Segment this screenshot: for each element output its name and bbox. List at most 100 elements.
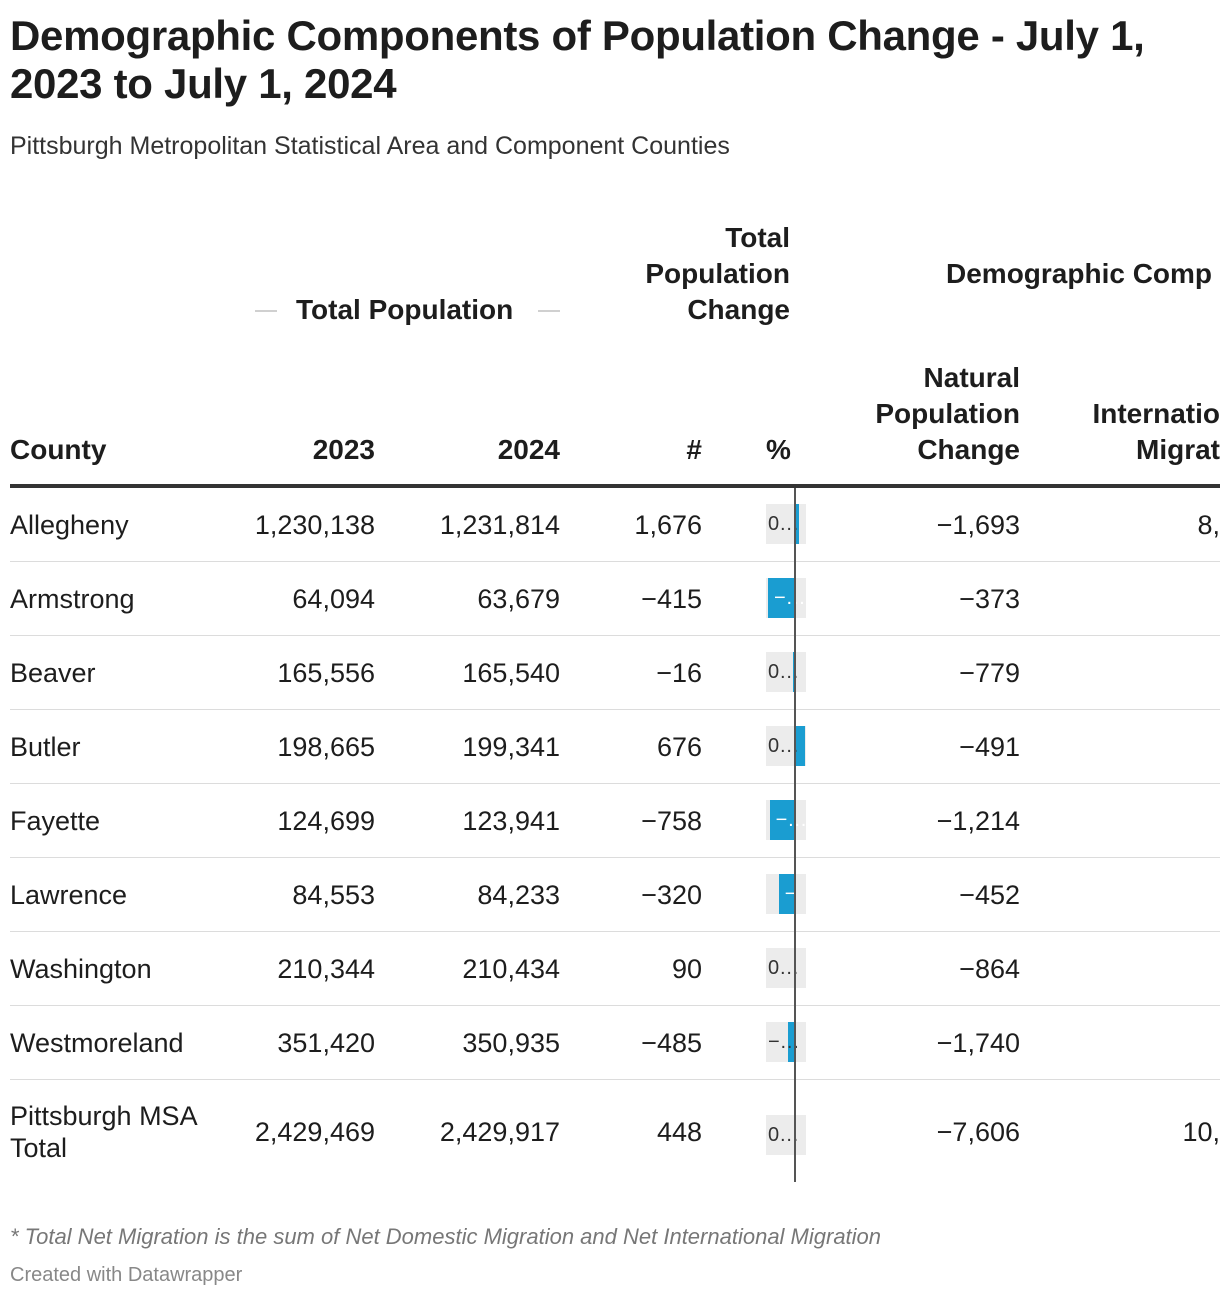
pct-bar-cell: −… bbox=[766, 800, 806, 840]
pop-2024: 63,679 bbox=[477, 584, 560, 614]
column-header-2023[interactable]: 2023 bbox=[312, 434, 375, 465]
pct-bar-cell: − bbox=[766, 874, 806, 914]
county-name: Beaver bbox=[10, 658, 96, 688]
county-name: Westmoreland bbox=[10, 1028, 184, 1058]
natural-change: −1,693 bbox=[936, 510, 1020, 540]
group-header-total-change: Total Population Change bbox=[645, 222, 790, 325]
pop-2024: 123,941 bbox=[462, 806, 560, 836]
table-row: Armstrong 64,094 63,679 −415 −373 −… bbox=[10, 562, 1220, 636]
change-num: 676 bbox=[656, 732, 702, 762]
table-row: Beaver 165,556 165,540 −16 −779 0… bbox=[10, 636, 1220, 710]
row-divider bbox=[10, 635, 1220, 636]
change-num: −16 bbox=[656, 658, 702, 688]
pop-2023: 351,420 bbox=[277, 1028, 375, 1058]
row-divider bbox=[10, 1005, 1220, 1006]
table-row: Pittsburgh MSA Total 2,429,469 2,429,917 44… bbox=[10, 1080, 1220, 1184]
row-divider bbox=[10, 857, 1220, 858]
pop-2024: 199,341 bbox=[462, 732, 560, 762]
natural-change: −864 bbox=[959, 954, 1020, 984]
column-header-natural[interactable]: Natural Population Change bbox=[875, 362, 1020, 465]
pct-label: −… bbox=[775, 809, 806, 831]
pop-2024: 2,429,917 bbox=[439, 1117, 560, 1147]
pct-label: 0… bbox=[768, 661, 800, 683]
pct-axis-zero-line bbox=[794, 488, 796, 1182]
pct-label: 0… bbox=[768, 957, 800, 979]
pct-label: 0… bbox=[768, 735, 800, 757]
group-header-total-population: Total Population bbox=[296, 294, 514, 325]
pop-2023: 1,230,138 bbox=[254, 510, 375, 540]
pop-2024: 210,434 bbox=[462, 954, 560, 984]
pct-bar-cell: 0… bbox=[766, 504, 806, 544]
pop-2024: 84,233 bbox=[477, 880, 560, 910]
row-divider bbox=[10, 709, 1220, 710]
row-divider bbox=[10, 1079, 1220, 1080]
footnote: * Total Net Migration is the sum of Net … bbox=[10, 1224, 882, 1249]
pct-bar bbox=[778, 874, 794, 914]
natural-change: −452 bbox=[959, 880, 1020, 910]
column-header-change-num[interactable]: # bbox=[686, 434, 702, 465]
international-migration: 8, bbox=[1197, 510, 1220, 540]
pct-label: −… bbox=[768, 1031, 800, 1053]
column-header-international[interactable]: Internatio Migrat bbox=[1092, 398, 1220, 465]
natural-change: −373 bbox=[959, 584, 1020, 614]
change-num: −485 bbox=[641, 1028, 702, 1058]
pct-label: 0… bbox=[768, 1124, 800, 1146]
change-num: −415 bbox=[641, 584, 702, 614]
natural-change: −779 bbox=[959, 658, 1020, 688]
pop-2024: 350,935 bbox=[462, 1028, 560, 1058]
pct-bar-cell: 0… bbox=[766, 948, 806, 988]
pop-2023: 124,699 bbox=[277, 806, 375, 836]
table-row: Washington 210,344 210,434 90 −864 0… bbox=[10, 932, 1220, 1006]
row-divider bbox=[10, 783, 1220, 784]
column-header-change-pct[interactable]: % bbox=[766, 434, 791, 465]
natural-change: −7,606 bbox=[936, 1117, 1020, 1147]
pct-bar bbox=[794, 504, 799, 544]
pct-bar bbox=[769, 800, 794, 840]
pct-label: − bbox=[784, 883, 797, 905]
natural-change: −1,740 bbox=[936, 1028, 1020, 1058]
county-name: Allegheny bbox=[10, 510, 129, 540]
pop-2023: 210,344 bbox=[277, 954, 375, 984]
pct-bar-cell: −… bbox=[766, 578, 806, 618]
pct-bar bbox=[794, 726, 806, 766]
table-row: Westmoreland 351,420 350,935 −485 −1,740 −… bbox=[10, 1006, 1220, 1080]
change-num: 448 bbox=[656, 1117, 702, 1147]
group-line-right bbox=[538, 310, 560, 312]
change-num: 90 bbox=[671, 954, 702, 984]
table-row: Allegheny 1,230,138 1,231,814 1,676 −1,693 8,… bbox=[10, 488, 1220, 562]
table-row: Butler 198,665 199,341 676 −491 0… bbox=[10, 710, 1220, 784]
group-header-demographic: Demographic Comp bbox=[946, 258, 1213, 289]
pct-bar bbox=[793, 652, 794, 692]
change-num: −758 bbox=[641, 806, 702, 836]
change-num: 1,676 bbox=[634, 510, 702, 540]
natural-change: −1,214 bbox=[936, 806, 1020, 836]
pct-label: 0… bbox=[768, 513, 800, 535]
county-name: Pittsburgh MSA Total bbox=[10, 1101, 197, 1163]
row-divider bbox=[10, 561, 1220, 562]
pop-2023: 165,556 bbox=[277, 658, 375, 688]
chart-subtitle: Pittsburgh Metropolitan Statistical Area… bbox=[10, 132, 730, 160]
pop-2023: 2,429,469 bbox=[254, 1117, 375, 1147]
pct-bar bbox=[768, 578, 794, 618]
column-header-county[interactable]: County bbox=[10, 434, 107, 465]
pop-2024: 1,231,814 bbox=[439, 510, 560, 540]
international-migration: 10, bbox=[1182, 1117, 1220, 1147]
pct-label: −… bbox=[774, 587, 806, 609]
group-line-left bbox=[255, 310, 277, 312]
county-name: Washington bbox=[10, 954, 152, 984]
header-rule bbox=[10, 484, 1220, 488]
credit: Created with Datawrapper bbox=[10, 1264, 243, 1286]
county-name: Fayette bbox=[10, 806, 101, 836]
county-name: Armstrong bbox=[10, 584, 135, 614]
county-name: Lawrence bbox=[10, 880, 128, 910]
column-header-2024[interactable]: 2024 bbox=[497, 434, 560, 465]
row-divider bbox=[10, 931, 1220, 932]
change-num: −320 bbox=[641, 880, 702, 910]
pct-bar-cell: 0… bbox=[766, 1115, 806, 1155]
pct-bar-cell: 0… bbox=[766, 652, 806, 692]
pop-2023: 198,665 bbox=[277, 732, 375, 762]
county-name: Butler bbox=[10, 732, 81, 762]
natural-change: −491 bbox=[959, 732, 1020, 762]
pop-2023: 64,094 bbox=[292, 584, 375, 614]
pct-bar-cell: 0… bbox=[766, 726, 806, 766]
